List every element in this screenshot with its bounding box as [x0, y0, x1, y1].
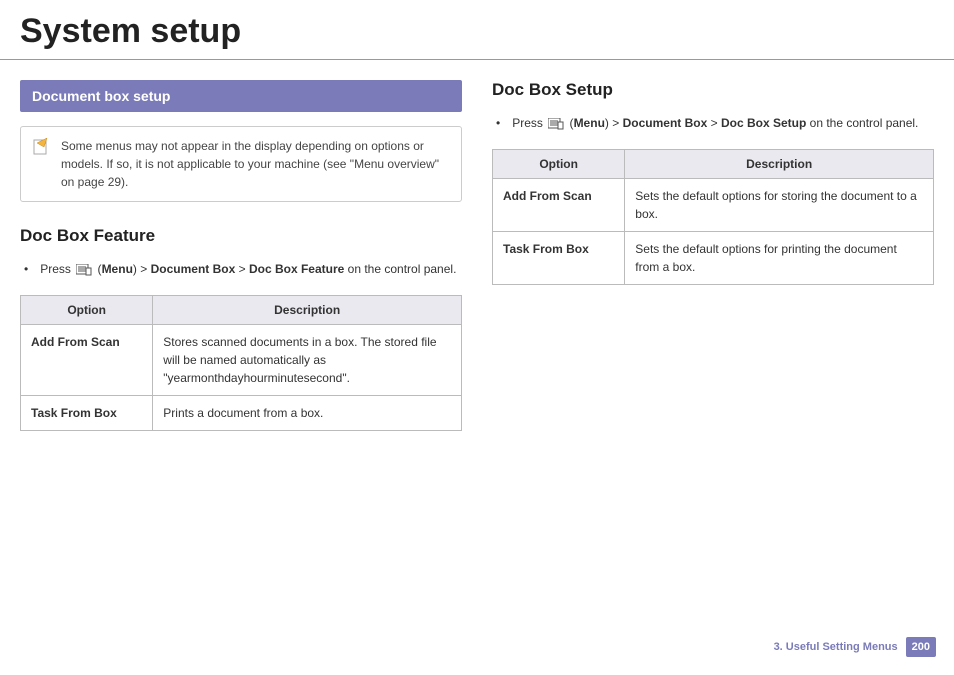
left-column: Document box setup Some menus may not ap… — [20, 80, 462, 431]
table-row: Task From Box Prints a document from a b… — [21, 396, 462, 431]
th-description: Description — [153, 296, 462, 325]
cell-description: Stores scanned documents in a box. The s… — [153, 325, 462, 396]
bullet-icon: • — [496, 114, 500, 133]
instr-sep1: > — [137, 262, 151, 276]
cell-option: Task From Box — [493, 232, 625, 285]
instr-sep2: > — [707, 116, 721, 130]
instr-prefix: Press — [40, 262, 74, 276]
note-text: Some menus may not appear in the display… — [61, 137, 449, 191]
table-row: Add From Scan Sets the default options f… — [493, 179, 934, 232]
instr-p1: Document Box — [151, 262, 236, 276]
table-doc-box-setup: Option Description Add From Scan Sets th… — [492, 149, 934, 285]
instruction-doc-box-feature: • Press (Menu) > Document Box > Doc Box … — [20, 260, 462, 279]
instr-sep2: > — [235, 262, 249, 276]
cell-description: Prints a document from a box. — [153, 396, 462, 431]
note-icon — [31, 137, 51, 157]
cell-option: Task From Box — [21, 396, 153, 431]
menu-icon — [548, 118, 564, 130]
bullet-icon: • — [24, 260, 28, 279]
subheading-doc-box-setup: Doc Box Setup — [492, 80, 934, 100]
instr-p2: Doc Box Setup — [721, 116, 806, 130]
cell-description: Sets the default options for storing the… — [625, 179, 934, 232]
th-option: Option — [493, 150, 625, 179]
cell-option: Add From Scan — [21, 325, 153, 396]
note-box: Some menus may not appear in the display… — [20, 126, 462, 202]
section-bar-docbox-setup: Document box setup — [20, 80, 462, 112]
page-title: System setup — [0, 0, 954, 60]
instr-p1: Document Box — [623, 116, 708, 130]
table-row: Add From Scan Stores scanned documents i… — [21, 325, 462, 396]
instr-sep1: > — [609, 116, 623, 130]
instr-suffix: on the control panel. — [344, 262, 456, 276]
instr-p2: Doc Box Feature — [249, 262, 344, 276]
cell-option: Add From Scan — [493, 179, 625, 232]
table-header-row: Option Description — [493, 150, 934, 179]
content-columns: Document box setup Some menus may not ap… — [0, 60, 954, 431]
instruction-text: Press (Menu) > Document Box > Doc Box Se… — [512, 114, 918, 133]
instr-menu: Menu — [102, 262, 133, 276]
menu-icon — [76, 264, 92, 276]
instruction-text: Press (Menu) > Document Box > Doc Box Fe… — [40, 260, 456, 279]
th-option: Option — [21, 296, 153, 325]
page-number: 200 — [906, 637, 936, 657]
table-header-row: Option Description — [21, 296, 462, 325]
subheading-doc-box-feature: Doc Box Feature — [20, 226, 462, 246]
instr-suffix: on the control panel. — [806, 116, 918, 130]
footer-chapter: 3. Useful Setting Menus — [774, 641, 898, 653]
instr-menu: Menu — [574, 116, 605, 130]
cell-description: Sets the default options for printing th… — [625, 232, 934, 285]
th-description: Description — [625, 150, 934, 179]
table-doc-box-feature: Option Description Add From Scan Stores … — [20, 295, 462, 431]
instruction-doc-box-setup: • Press (Menu) > Document Box > Doc Box … — [492, 114, 934, 133]
footer: 3. Useful Setting Menus 200 — [774, 637, 936, 657]
right-column: Doc Box Setup • Press (Menu) > Document … — [492, 80, 934, 431]
instr-prefix: Press — [512, 116, 546, 130]
table-row: Task From Box Sets the default options f… — [493, 232, 934, 285]
